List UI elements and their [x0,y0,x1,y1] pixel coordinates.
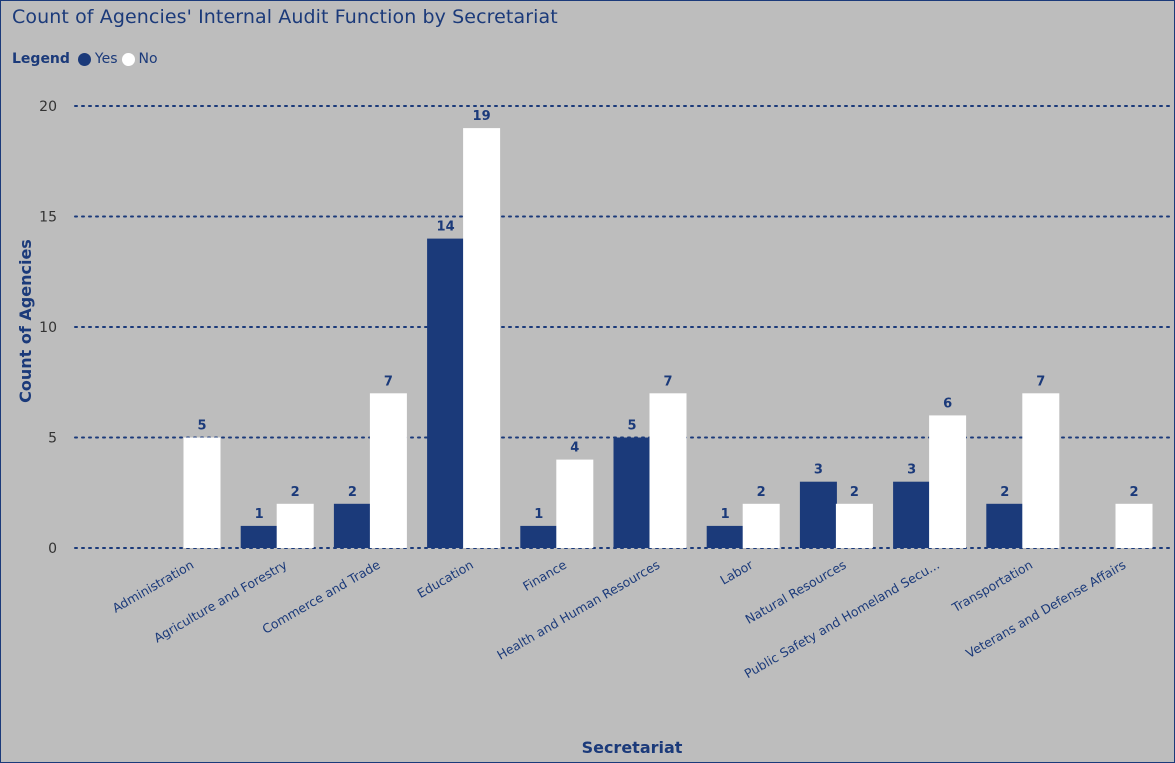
bar-yes[interactable] [240,525,278,548]
data-label: 7 [384,374,393,389]
bar-no[interactable] [1022,393,1060,548]
data-label: 6 [943,396,952,411]
legend-item-no[interactable]: No [121,51,158,67]
data-label: 2 [1000,485,1009,500]
bar-yes[interactable] [893,481,931,548]
data-label: 5 [627,419,636,434]
bar-yes[interactable] [706,525,744,548]
data-label: 4 [570,441,579,456]
x-tick-label: Education [415,557,476,601]
data-label: 2 [1129,485,1138,500]
bar-no[interactable] [183,437,221,549]
bar-yes[interactable] [986,503,1024,548]
y-tick-label: 20 [39,99,57,115]
bar-no[interactable] [276,503,314,548]
y-axis-ticks: 0 5 10 15 20 [39,99,57,557]
bar-yes[interactable] [799,481,837,548]
bar-yes[interactable] [333,503,371,548]
x-tick-label: Administration [110,557,197,616]
data-label: 1 [255,507,264,522]
legend-label-no: No [138,51,158,67]
data-label: 14 [437,220,455,235]
data-label: 5 [197,419,206,434]
bar-yes[interactable] [427,238,465,548]
x-axis-title: Secretariat [582,738,683,757]
data-label: 7 [1036,374,1045,389]
bar-no[interactable] [742,503,780,548]
x-tick-label: Transportation [949,557,1036,616]
data-label: 2 [757,485,766,500]
data-label: 3 [814,463,823,478]
x-tick-label: Veterans and Defense Affairs [963,557,1128,661]
bar-yes[interactable] [520,525,558,548]
bar-no[interactable] [556,459,594,548]
x-tick-label: Public Safety and Homeland Secu... [742,557,942,681]
legend-swatch-yes [77,52,91,66]
bar-no[interactable] [649,393,687,548]
x-tick-label: Labor [717,556,756,587]
y-tick-label: 10 [39,320,57,336]
data-label: 7 [663,374,672,389]
y-tick-label: 0 [48,541,57,557]
chart-title: Count of Agencies' Internal Audit Functi… [12,6,558,28]
data-label: 1 [721,507,730,522]
x-tick-label: Health and Human Resources [494,557,662,663]
chart-legend: Legend Yes No [12,51,162,67]
bar-no[interactable] [929,415,967,548]
data-label: 3 [907,463,916,478]
y-axis-title: Count of Agencies [16,239,35,403]
data-label: 1 [534,507,543,522]
data-label: 19 [473,109,491,124]
bar-yes[interactable] [613,437,651,549]
legend-swatch-no [121,52,135,66]
y-tick-label: 5 [48,431,57,447]
legend-item-yes[interactable]: Yes [77,51,118,67]
y-tick-label: 15 [39,210,57,226]
bar-no[interactable] [463,128,501,548]
legend-label-yes: Yes [94,51,118,67]
x-tick-label: Finance [520,557,569,594]
bar-no[interactable] [369,393,407,548]
bar-no[interactable] [835,503,873,548]
bar-no[interactable] [1115,503,1153,548]
legend-title: Legend [12,51,70,67]
data-label: 2 [291,485,300,500]
data-label: 2 [348,485,357,500]
bars [183,128,1153,549]
data-label: 2 [850,485,859,500]
